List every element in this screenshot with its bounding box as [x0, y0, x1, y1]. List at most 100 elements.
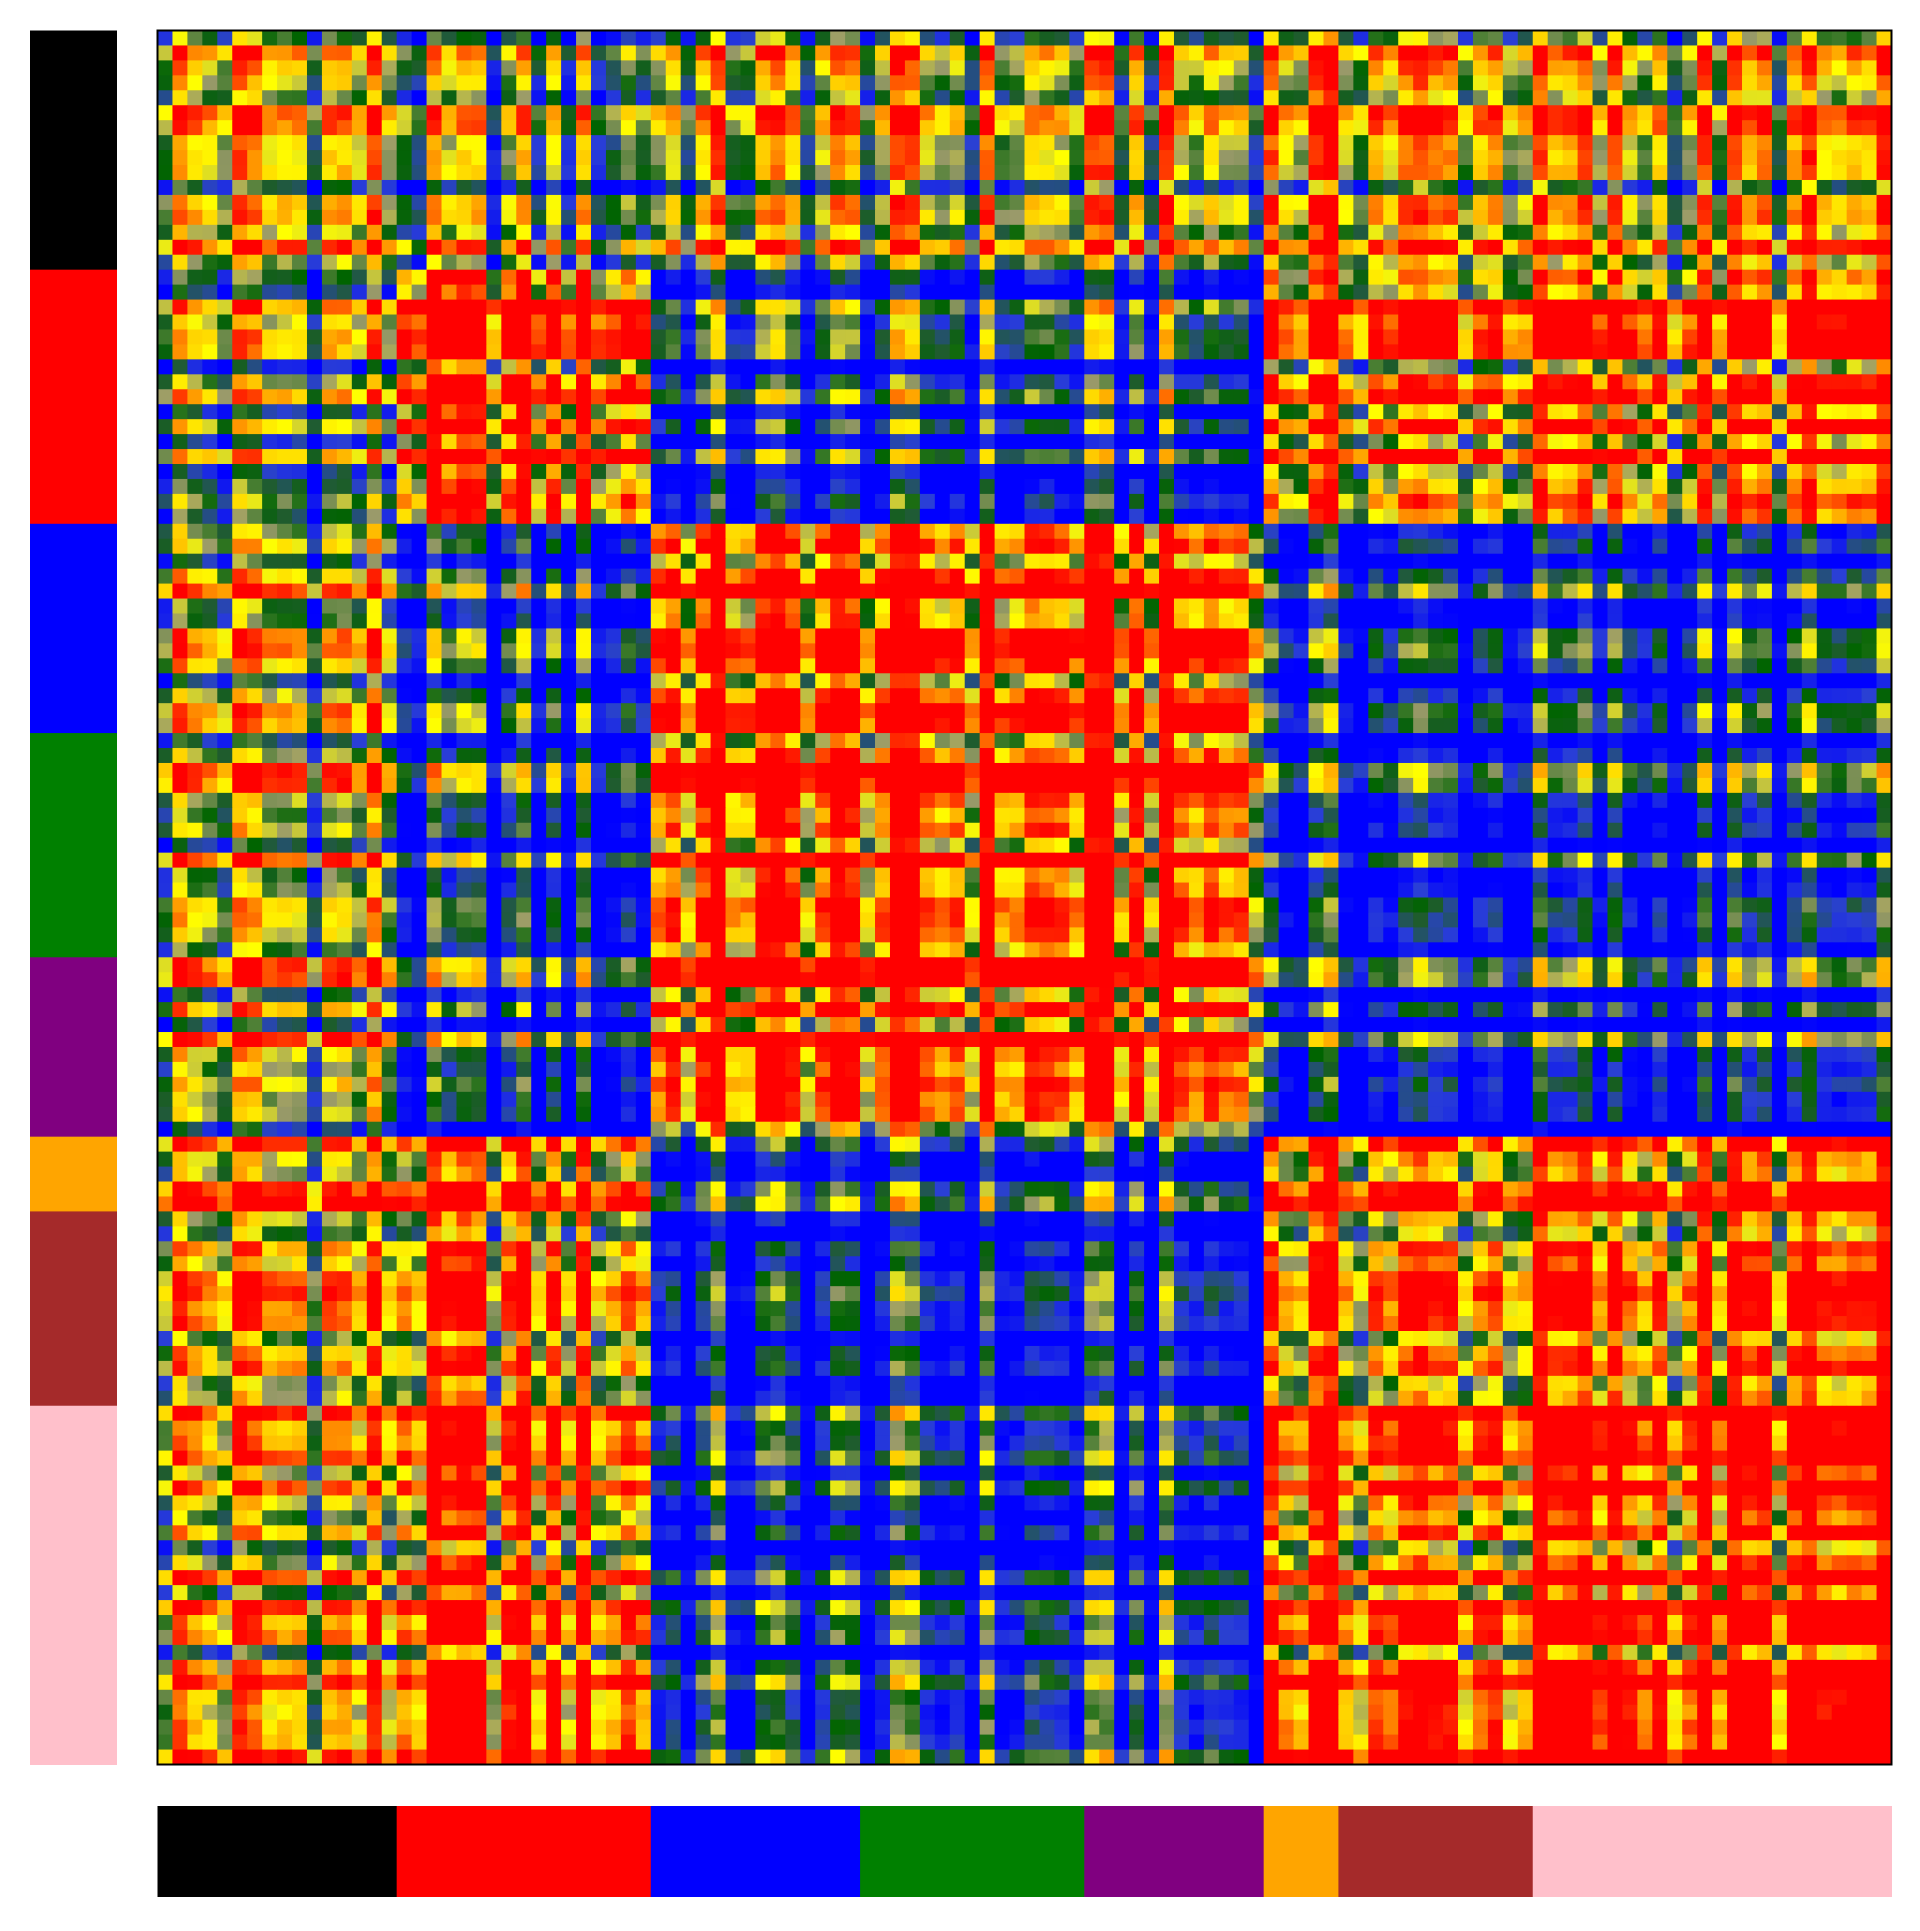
heatmap-cell	[1458, 643, 1474, 659]
heatmap-cell	[1308, 523, 1325, 540]
heatmap-cell	[1039, 643, 1055, 659]
heatmap-cell	[964, 165, 981, 181]
heatmap-cell	[740, 239, 757, 256]
heatmap-cell	[860, 120, 876, 136]
heatmap-cell	[620, 75, 637, 91]
heatmap-cell	[1173, 613, 1190, 630]
heatmap-cell	[1368, 568, 1384, 585]
heatmap-cell	[396, 374, 413, 390]
heatmap-cell	[1667, 60, 1683, 76]
heatmap-cell	[1353, 434, 1369, 450]
heatmap-cell	[306, 284, 323, 301]
heatmap-cell	[381, 105, 398, 121]
heatmap-cell	[561, 493, 577, 510]
heatmap-cell	[1263, 583, 1280, 600]
heatmap-cell	[247, 359, 263, 375]
heatmap-cell	[1159, 179, 1175, 196]
heatmap-cell	[381, 598, 398, 615]
heatmap-cell	[306, 165, 323, 181]
heatmap-cell	[650, 598, 667, 615]
heatmap-cell	[292, 374, 308, 390]
heatmap-cell	[800, 105, 816, 121]
heatmap-cell	[680, 523, 697, 540]
heatmap-cell	[635, 135, 652, 151]
heatmap-cell	[1697, 568, 1713, 585]
heatmap-cell	[875, 314, 891, 331]
heatmap-cell	[561, 254, 577, 271]
heatmap-cell	[1607, 613, 1624, 630]
heatmap-cell	[1577, 613, 1594, 630]
heatmap-cell	[1413, 389, 1429, 405]
heatmap-cell	[1188, 179, 1205, 196]
heatmap-cell	[1263, 269, 1280, 286]
heatmap-cell	[1203, 613, 1220, 630]
heatmap-cell	[1428, 658, 1444, 674]
heatmap-cell	[396, 299, 413, 316]
heatmap-cell	[411, 404, 428, 420]
heatmap-cell	[1652, 60, 1668, 76]
heatmap-cell	[232, 45, 248, 61]
heatmap-cell	[1547, 120, 1564, 136]
heatmap-cell	[172, 374, 188, 390]
heatmap-cell	[650, 493, 667, 510]
heatmap-cell	[366, 523, 383, 540]
heatmap-cell	[1413, 165, 1429, 181]
heatmap-cell	[576, 150, 592, 166]
heatmap-cell	[1502, 179, 1519, 196]
heatmap-cell	[262, 374, 278, 390]
heatmap-cell	[650, 179, 667, 196]
heatmap-cell	[157, 179, 174, 196]
heatmap-cell	[531, 658, 547, 674]
heatmap-cell	[202, 673, 218, 689]
heatmap-cell	[1293, 194, 1310, 211]
heatmap-cell	[1173, 194, 1190, 211]
heatmap-cell	[1517, 508, 1534, 525]
heatmap-cell	[217, 150, 233, 166]
heatmap-cell	[1831, 314, 1848, 331]
heatmap-cell	[1458, 75, 1474, 91]
heatmap-cell	[1771, 553, 1788, 570]
heatmap-cell	[172, 553, 188, 570]
heatmap-cell	[1487, 658, 1504, 674]
heatmap-cell	[875, 508, 891, 525]
heatmap-cell	[202, 165, 218, 181]
heatmap-cell	[591, 45, 607, 61]
heatmap-cell	[396, 613, 413, 630]
heatmap-cell	[516, 404, 532, 420]
heatmap-cell	[486, 30, 502, 47]
heatmap-cell	[351, 329, 368, 346]
heatmap-cell	[1173, 419, 1190, 435]
heatmap-cell	[1637, 464, 1653, 480]
heatmap-cell	[1398, 45, 1414, 61]
heatmap-cell	[1742, 329, 1758, 346]
heatmap-cell	[1697, 30, 1713, 47]
heatmap-cell	[1114, 628, 1130, 644]
heatmap-cell	[1218, 523, 1235, 540]
heatmap-cell	[1039, 404, 1055, 420]
heatmap-cell	[1188, 284, 1205, 301]
heatmap-cell	[381, 60, 398, 76]
heatmap-cell	[710, 135, 727, 151]
heatmap-cell	[845, 344, 861, 360]
heatmap-cell	[1607, 329, 1624, 346]
heatmap-cell	[904, 508, 921, 525]
heatmap-cell	[1054, 209, 1070, 226]
heatmap-cell	[979, 419, 996, 435]
heatmap-cell	[1338, 434, 1354, 450]
heatmap-cell	[1323, 523, 1340, 540]
heatmap-cell	[725, 643, 742, 659]
heatmap-cell	[830, 478, 846, 495]
heatmap-cell	[591, 150, 607, 166]
heatmap-cell	[157, 269, 174, 286]
heatmap-cell	[381, 478, 398, 495]
heatmap-cell	[1054, 359, 1070, 375]
heatmap-cell	[381, 434, 398, 450]
heatmap-cell	[1786, 568, 1803, 585]
heatmap-cell	[964, 478, 981, 495]
heatmap-cell	[1428, 598, 1444, 615]
heatmap-cell	[1562, 478, 1579, 495]
heatmap-cell	[845, 179, 861, 196]
heatmap-cell	[1727, 553, 1743, 570]
heatmap-cell	[1771, 464, 1788, 480]
heatmap-cell	[277, 60, 293, 76]
